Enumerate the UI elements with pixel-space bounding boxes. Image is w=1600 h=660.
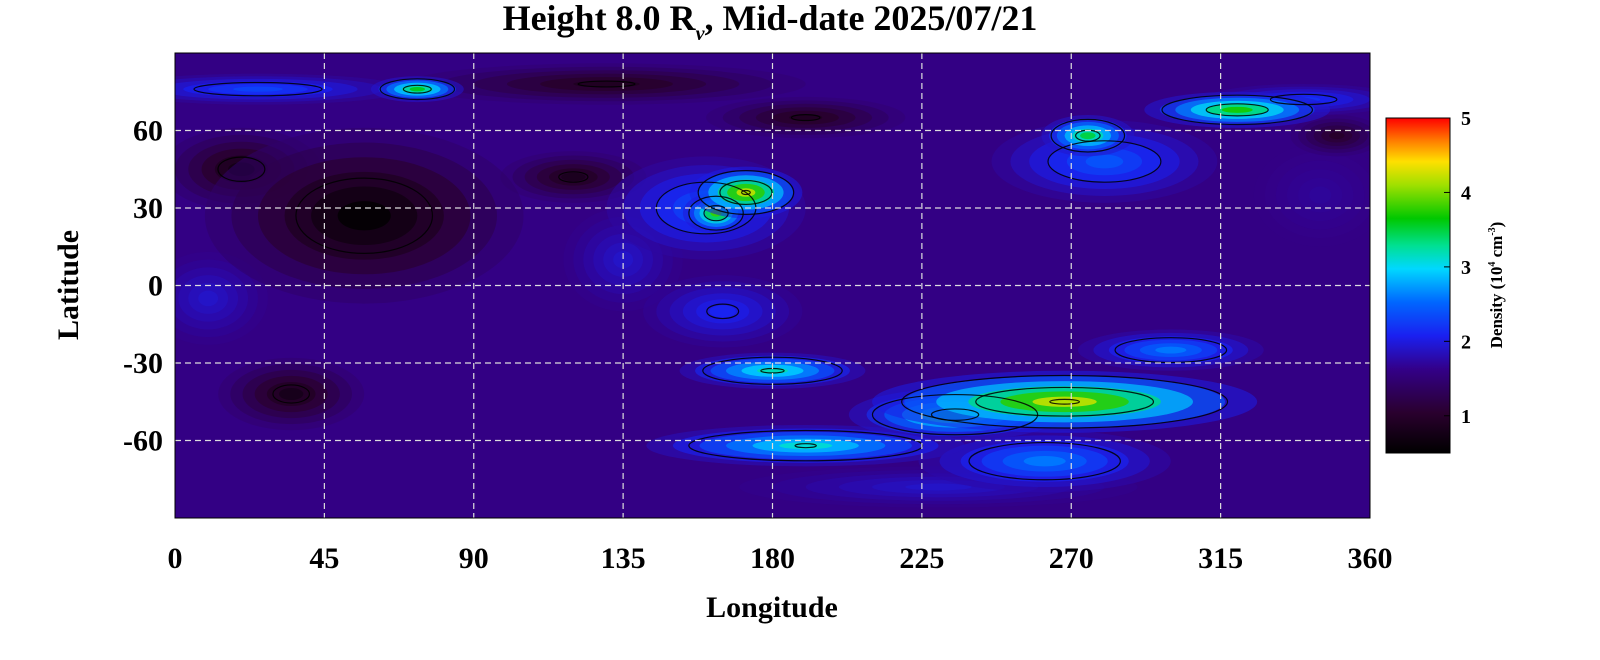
contour-line (697, 170, 795, 215)
contour-line (706, 303, 740, 320)
plot-area (174, 52, 1371, 519)
contour-line (794, 443, 817, 449)
contour-line (688, 195, 744, 231)
contour-line (975, 386, 1155, 417)
heatmap-blob (561, 172, 586, 182)
contour-line (402, 84, 432, 94)
x-tick-label: 315 (1198, 542, 1243, 575)
contour-line (1205, 103, 1269, 117)
colorbar-label: Density (104 cm-3) (1487, 222, 1506, 349)
heatmap-blob (1329, 132, 1345, 140)
contour-line (930, 408, 980, 422)
heatmap-blob (779, 442, 833, 450)
contour-line (217, 156, 266, 183)
y-tick-label: 30 (133, 192, 163, 225)
colorbar-label-prefix: Density (10 (1487, 267, 1506, 349)
y-tick-label: -30 (123, 347, 163, 380)
contour-line (1269, 93, 1338, 106)
colorbar-ticks: 1 2 3 4 5 (1444, 108, 1471, 428)
heatmap-blob (613, 251, 634, 269)
contour-line (1047, 140, 1162, 183)
x-tick-label: 180 (750, 542, 795, 575)
heatmap-layer (175, 53, 1370, 518)
y-axis-label: Latitude (52, 230, 85, 340)
contour-layer (193, 78, 1338, 481)
x-tick-label: 0 (168, 542, 183, 575)
contour-line (901, 374, 1229, 429)
x-tick-label: 360 (1348, 542, 1393, 575)
heatmap-blob (279, 387, 304, 401)
heatmap-blob (233, 86, 283, 92)
colorbar-bar (1385, 117, 1451, 454)
x-tick-label: 45 (309, 542, 339, 575)
heatmap-blob (1085, 154, 1124, 169)
contour-line (871, 393, 1039, 436)
heatmap-blob (337, 201, 391, 231)
colorbar-tick-label: 2 (1461, 331, 1471, 353)
colorbar-label-exp1: 4 (1487, 262, 1498, 267)
heatmap-blob (1155, 346, 1187, 354)
heatmap-blob (409, 87, 426, 92)
contour-line (295, 177, 434, 254)
contour-line (790, 114, 821, 122)
heatmap-blob (1023, 456, 1066, 467)
contour-line (379, 78, 456, 101)
colorbar-label-mid: cm (1487, 236, 1506, 262)
contour-line (1050, 118, 1126, 153)
colorbar-tick-label: 5 (1461, 108, 1471, 130)
chart-title: Height 8.0 Rv, Mid-date 2025/07/21 (503, 0, 1038, 45)
chart-title-suffix: , Mid-date 2025/07/21 (704, 0, 1037, 38)
heatmap-blob (1221, 106, 1253, 113)
x-tick-label: 135 (601, 542, 646, 575)
chart-title-subscript: v (696, 23, 706, 45)
heatmap-blob (1309, 186, 1332, 204)
colorbar-label-suffix: ) (1487, 222, 1506, 228)
x-tick-label: 270 (1049, 542, 1094, 575)
grid-layer (175, 53, 1370, 518)
contour-line (272, 384, 311, 404)
contour-line (577, 80, 636, 88)
y-tick-label: -60 (123, 425, 163, 458)
x-axis-label: Longitude (706, 591, 838, 624)
heatmap-blob (709, 305, 736, 318)
contour-line (968, 441, 1121, 481)
plot-frame (174, 52, 1371, 519)
contour-line (741, 189, 751, 196)
contour-line (1161, 94, 1314, 126)
heatmap-blob (1032, 396, 1097, 407)
contour-line (1049, 398, 1081, 405)
heatmap-blob (198, 290, 219, 307)
contour-line (688, 429, 924, 462)
heatmap-blob (789, 114, 823, 122)
colorbar-tick-label: 3 (1461, 257, 1471, 279)
x-axis-ticks: 0 45 90 135 180 225 270 315 360 (168, 542, 1393, 575)
contour-line (193, 81, 323, 97)
colorbar-tick-label: 4 (1461, 182, 1471, 204)
heatmap-blob (1080, 132, 1096, 140)
heatmap-blob (905, 483, 972, 491)
colorbar-label-exp2: -3 (1487, 227, 1498, 235)
contour-line (558, 171, 589, 183)
y-axis-ticks: 60 30 0 -30 -60 (123, 115, 163, 458)
y-tick-label: 0 (148, 270, 163, 303)
contour-line (703, 205, 729, 222)
colorbar-tick-label: 1 (1461, 406, 1471, 428)
x-tick-label: 90 (459, 542, 489, 575)
chart-title-prefix: Height 8.0 R (503, 0, 697, 38)
x-tick-label: 225 (899, 542, 944, 575)
contour-line (719, 179, 773, 206)
y-tick-label: 60 (133, 115, 163, 148)
